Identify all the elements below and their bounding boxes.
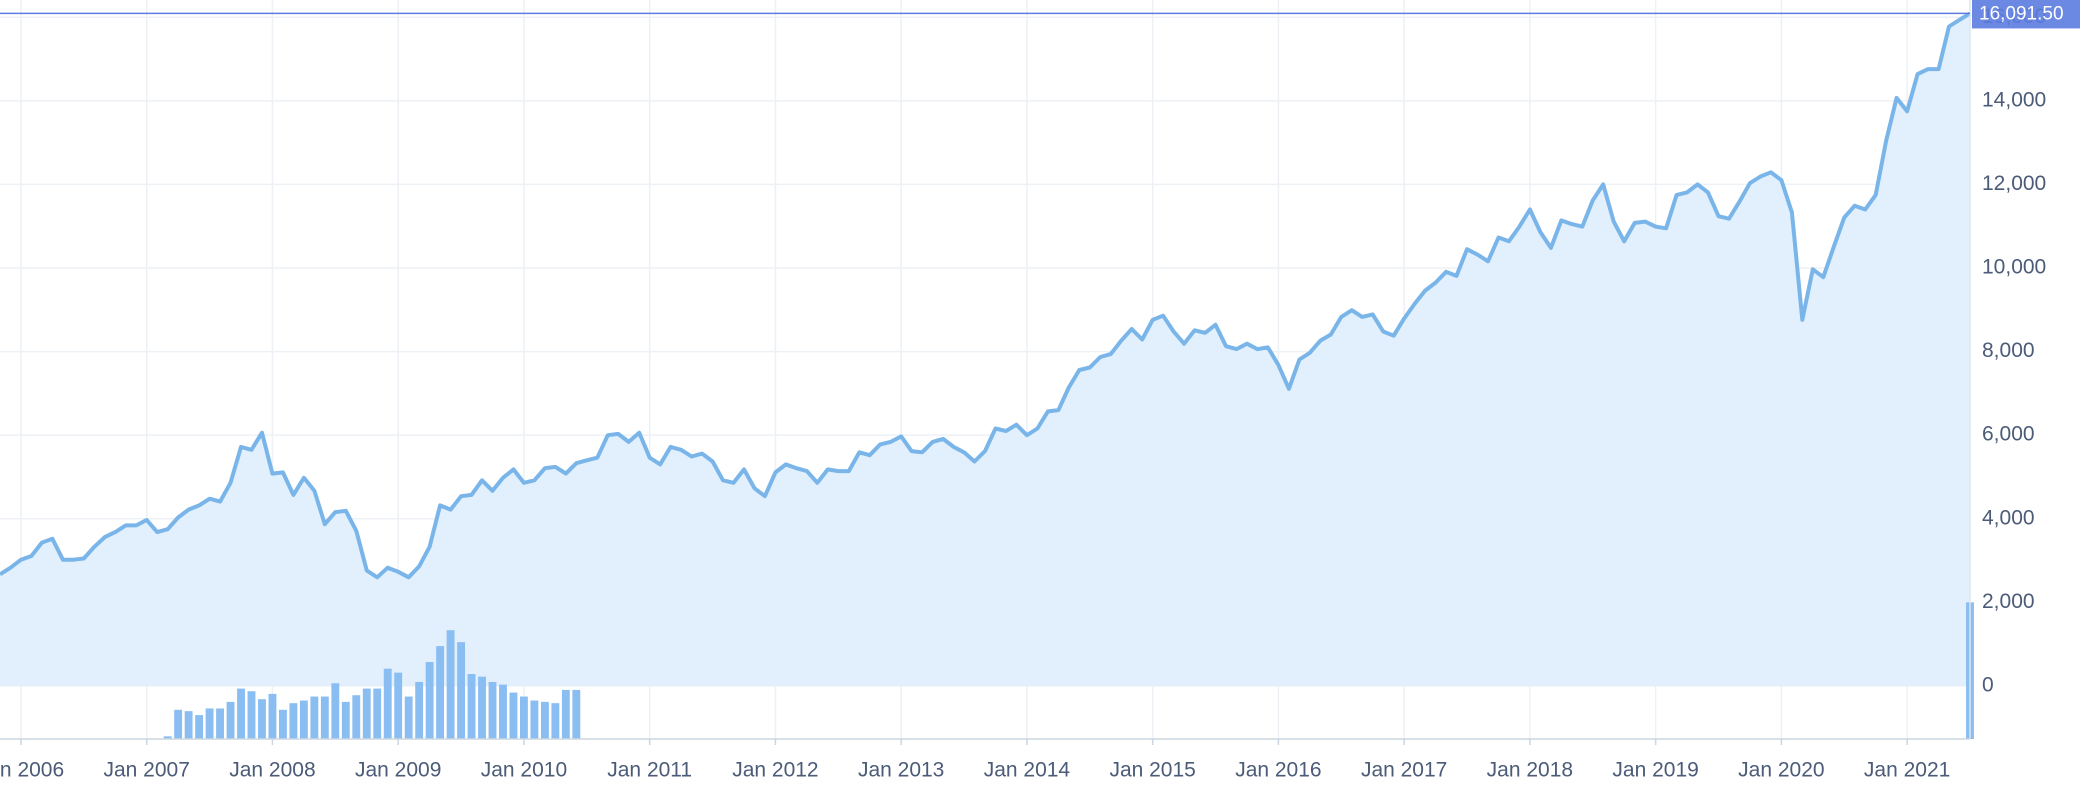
area-fill: [0, 13, 1970, 686]
volume-bar: [258, 699, 266, 739]
volume-bar: [488, 681, 497, 739]
volume-bar: [509, 692, 518, 739]
y-tick-label: 2,000: [1982, 590, 2035, 613]
volume-bar: [268, 693, 277, 739]
volume-bar: [205, 708, 214, 739]
y-tick-label: 4,000: [1982, 506, 2035, 529]
x-tick-label: Jan 2017: [1361, 759, 1447, 782]
volume-bar: [540, 701, 549, 739]
volume-bar: [310, 696, 319, 739]
x-tick-label: Jan 2009: [355, 759, 441, 782]
y-tick-label: 14,000: [1982, 88, 2046, 111]
volume-bar: [478, 676, 486, 739]
x-tick-label: Jan 2019: [1612, 759, 1698, 782]
volume-bar: [331, 683, 340, 739]
volume-bar: [278, 709, 287, 739]
y-tick-label: 8,000: [1982, 339, 2035, 362]
x-tick-label: Jan 2016: [1235, 759, 1321, 782]
y-tick-label: 12,000: [1982, 172, 2046, 195]
volume-bar: [373, 688, 382, 739]
x-tick-label: Jan 2008: [229, 759, 315, 782]
volume-bar: [404, 696, 413, 739]
volume-bar: [320, 696, 329, 739]
volume-bar: [572, 689, 581, 739]
x-tick-label: Jan 2020: [1738, 759, 1824, 782]
volume-bar: [551, 703, 560, 739]
volume-bar: [436, 646, 445, 739]
current-price-label: 16,091.50: [1979, 3, 2064, 24]
y-tick-label: 0: [1982, 673, 1994, 696]
y-tick-label: 6,000: [1982, 423, 2035, 446]
x-tick-label: Jan 2010: [481, 759, 567, 782]
current-price-box: [1972, 0, 2080, 29]
volume-bar: [457, 642, 465, 739]
volume-bar: [530, 700, 539, 739]
y-tick-label: 10,000: [1982, 256, 2046, 279]
volume-bar: [383, 668, 392, 739]
x-tick-label: Jan 2012: [732, 759, 818, 782]
volume-bar: [446, 630, 455, 739]
volume-bar: [415, 681, 424, 739]
volume-bar: [467, 673, 476, 739]
x-tick-label: Jan 2006: [0, 759, 64, 782]
volume-bar: [341, 701, 350, 739]
volume-bar: [299, 700, 308, 739]
volume-bar: [195, 715, 204, 739]
x-tick-label: Jan 2013: [858, 759, 944, 782]
x-tick-label: Jan 2014: [984, 759, 1071, 782]
volume-bar: [237, 688, 245, 739]
volume-bar: [184, 711, 193, 739]
volume-bar: [352, 695, 361, 739]
volume-bar: [425, 662, 434, 739]
x-tick-label: Jan 2015: [1109, 759, 1195, 782]
volume-bar: [247, 691, 256, 739]
volume-bar: [163, 736, 172, 739]
volume-bar: [394, 672, 403, 739]
volume-bar: [499, 684, 507, 739]
volume-bar: [216, 708, 224, 739]
x-tick-label: Jan 2011: [607, 759, 692, 782]
x-tick-label: Jan 2018: [1487, 759, 1573, 782]
price-line-series: [0, 11, 1972, 580]
volume-bar: [226, 701, 235, 739]
x-tick-label: Jan 2021: [1864, 759, 1950, 782]
volume-bar: [561, 689, 570, 739]
volume-bar: [520, 696, 528, 739]
volume-bar: [174, 709, 183, 739]
x-tick-label: Jan 2007: [103, 759, 189, 782]
volume-bar: [289, 703, 298, 739]
volume-bar: [362, 688, 371, 739]
